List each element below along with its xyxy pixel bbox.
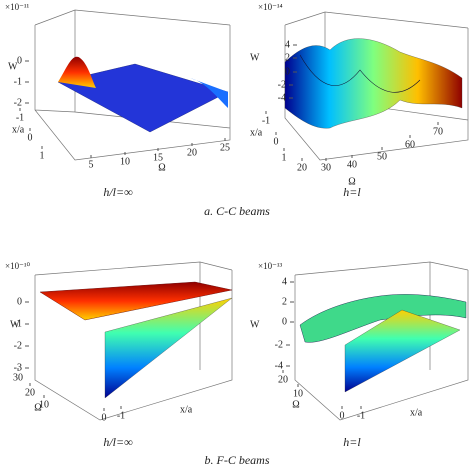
- omega-tick-label: 10: [39, 399, 49, 410]
- z-tick-label: 4: [285, 39, 290, 50]
- panel-caption: h/l=∞: [103, 185, 133, 199]
- exponent: ×10⁻¹⁰: [5, 261, 31, 271]
- omega-tick-label: 50: [377, 151, 387, 162]
- z-tick-label: -1: [14, 318, 22, 329]
- z-tick-label: -2: [278, 79, 286, 90]
- z-axis-label: W: [8, 61, 18, 72]
- omega-tick-label: 60: [405, 139, 415, 150]
- plot-a: [34, 9, 231, 161]
- exponent: ×10⁻¹¹: [5, 2, 30, 12]
- omega-tick-label: 10: [293, 388, 303, 399]
- z-tick-label: -2: [14, 97, 22, 108]
- plot-d: [294, 261, 469, 421]
- omega-tick-label: 20: [187, 147, 197, 158]
- z-tick-label: 2: [282, 296, 287, 307]
- z-axis-label: W: [10, 319, 20, 330]
- x-tick-label: -1: [357, 410, 365, 421]
- plot-b: [284, 11, 469, 161]
- exponent: ×10⁻¹⁴: [258, 2, 283, 12]
- exponent: ×10⁻¹³: [258, 261, 283, 271]
- group-caption: b. F-C beams: [205, 453, 270, 467]
- group-caption: a. C-C beams: [204, 204, 270, 218]
- omega-tick-label: 40: [347, 159, 357, 170]
- x-axis-label: x/a: [250, 127, 263, 138]
- z-tick-label: 0: [285, 66, 290, 77]
- omega-tick-label: 20: [25, 387, 35, 398]
- panel-caption: h=l: [343, 185, 361, 199]
- omega-tick-label: 30: [13, 372, 23, 383]
- omega-axis-label: Ω: [292, 399, 299, 410]
- z-tick-label: -2: [275, 339, 283, 350]
- z-tick-label: 0: [17, 296, 22, 307]
- z-tick-label: -1: [14, 76, 22, 87]
- plot-c: [34, 261, 233, 421]
- omega-tick-label: 20: [297, 162, 307, 173]
- omega-tick-label: 0: [340, 410, 345, 421]
- omega-axis-label: Ω: [158, 162, 165, 173]
- omega-tick-label: 15: [153, 152, 163, 163]
- omega-tick-label: 30: [321, 162, 331, 173]
- x-tick-label: 1: [282, 152, 287, 163]
- z-tick-label: -4: [275, 360, 283, 371]
- omega-tick-label: 25: [220, 142, 230, 153]
- z-tick-label: 0: [17, 55, 22, 66]
- x-axis-label: x/a: [12, 124, 25, 135]
- omega-tick-label: 70: [433, 126, 443, 137]
- omega-axis-label: Ω: [348, 176, 355, 187]
- z-axis-label: W: [250, 319, 260, 330]
- z-tick-label: 4: [282, 276, 287, 287]
- omega-tick-label: 20: [278, 374, 288, 385]
- x-tick-label: 0: [28, 132, 33, 143]
- x-tick-label: -1: [16, 112, 24, 123]
- z-tick-label: -3: [14, 362, 22, 373]
- x-axis-label: x/a: [410, 407, 423, 418]
- z-tick-label: 2: [285, 52, 290, 63]
- z-tick-label: -2: [14, 340, 22, 351]
- x-tick-label: -1: [117, 410, 125, 421]
- x-axis-label: x/a: [180, 404, 193, 415]
- omega-tick-label: 5: [89, 159, 94, 170]
- omega-axis-label: Ω: [34, 402, 41, 413]
- x-tick-label: -1: [262, 115, 270, 126]
- z-tick-label: 0: [282, 316, 287, 327]
- x-tick-label: 0: [274, 136, 279, 147]
- panel-caption: h=l: [343, 435, 361, 449]
- z-tick-label: -4: [278, 92, 286, 103]
- z-axis-label: W: [250, 52, 260, 63]
- panel-caption: h/l=∞: [103, 435, 133, 449]
- omega-tick-label: 0: [102, 412, 107, 423]
- x-tick-label: 1: [40, 150, 45, 161]
- omega-tick-label: 10: [120, 156, 130, 167]
